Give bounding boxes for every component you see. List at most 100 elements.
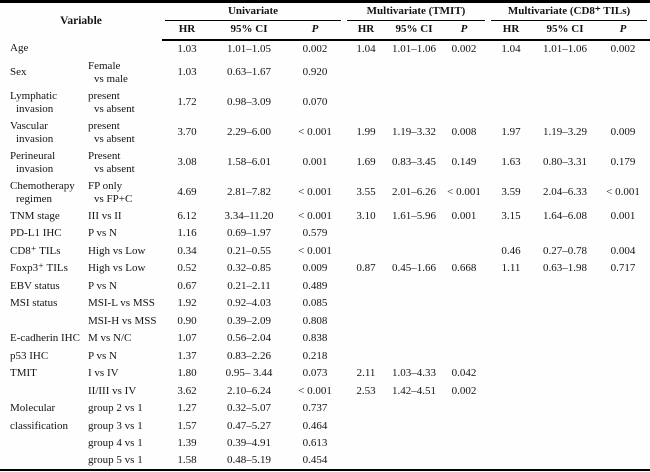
- hr-cell: [344, 278, 388, 296]
- p-cell: 0.008: [451, 126, 477, 138]
- univariate-hr-header: HR: [162, 21, 212, 41]
- p-cell: 0.001: [451, 209, 477, 222]
- cell-line: group 2 vs 1: [88, 402, 143, 415]
- variable-cell: E-cadherin IHC: [0, 330, 86, 348]
- ci-cell: 3.34–11.20: [224, 209, 274, 222]
- cell-line: present: [88, 119, 120, 132]
- group-header-multivariate-tmit: Multivariate (TMIT): [344, 2, 488, 21]
- comparison-cell: MSI-H vs MSS: [86, 313, 162, 331]
- variable-cell: PD-L1 IHC: [0, 225, 86, 243]
- ci-cell: 1.64–6.08: [543, 209, 588, 222]
- p-cell: 0.004: [610, 244, 636, 257]
- ci-cell: 0.21–0.55: [227, 244, 271, 257]
- hr-cell: [488, 383, 534, 401]
- table-row: PD-L1 IHC P vs N 1.16 0.69–1.97 0.579: [0, 225, 650, 243]
- table-row: E-cadherin IHC M vs N/C 1.07 0.56–2.04 0.838: [0, 330, 650, 348]
- cell-line: Age: [10, 42, 29, 55]
- p-cell: 0.218: [302, 349, 328, 362]
- ci-cell: [388, 418, 440, 436]
- hr-cell: [488, 88, 534, 118]
- hr-cell: [488, 225, 534, 243]
- p-cell: [596, 453, 650, 471]
- hr-cell: 1.04: [501, 42, 521, 55]
- p-cell: 0.070: [302, 96, 328, 108]
- hr-cell: [344, 295, 388, 313]
- hr-cell: 1.57: [177, 419, 197, 432]
- hr-cell: 1.37: [177, 349, 197, 362]
- hr-cell: [344, 243, 388, 261]
- p-cell: [596, 225, 650, 243]
- ci-cell: 1.03–4.33: [392, 367, 436, 380]
- ci-cell: 0.56–2.04: [227, 332, 271, 345]
- table-row: Vascular invasion present vs absent 3.70 2.29…: [0, 118, 650, 148]
- p-cell: [596, 278, 650, 296]
- table-row: II/III vs IV 3.62 2.10–6.24 < 0.001 2.53 1.42…: [0, 383, 650, 401]
- ci-cell: [534, 88, 596, 118]
- comparison-cell: II/III vs IV: [86, 383, 162, 401]
- cell-line: P vs N: [88, 279, 117, 292]
- ci-cell: [534, 313, 596, 331]
- p-cell: [440, 295, 488, 313]
- table-row: Lymphatic invasion present vs absent 1.72 0.9…: [0, 88, 650, 118]
- variable-cell: Perineural invasion: [0, 148, 86, 178]
- hr-cell: [488, 400, 534, 418]
- hr-cell: 2.53: [356, 384, 376, 397]
- hr-cell: [488, 435, 534, 453]
- hr-cell: [344, 88, 388, 118]
- comparison-cell: P vs N: [86, 225, 162, 243]
- hr-cell: 1.16: [177, 227, 197, 240]
- cell-line: Lymphatic: [10, 89, 58, 102]
- table-row: Age 1.03 1.01–1.05 0.002 1.04 1.01–1.06 0.002 1…: [0, 40, 650, 58]
- ci-cell: 2.04–6.33: [543, 186, 588, 198]
- comparison-cell: P vs N: [86, 348, 162, 366]
- cell-line: TNM stage: [10, 209, 60, 222]
- variable-cell: Molecular: [0, 400, 86, 418]
- p-cell: [596, 435, 650, 453]
- cell-line: invasion: [16, 162, 54, 175]
- hr-cell: 1.99: [356, 126, 376, 138]
- ci-cell: [388, 330, 440, 348]
- hr-cell: 0.67: [177, 279, 197, 292]
- tmit-ci-header: 95% CI: [388, 21, 440, 41]
- table-row: TMIT I vs IV 1.80 0.95– 3.44 0.073 2.11 1.03–4…: [0, 365, 650, 383]
- cell-line: vs FP+C: [94, 192, 133, 205]
- p-cell: 0.009: [610, 126, 636, 138]
- ci-cell: 2.81–7.82: [227, 186, 271, 198]
- cell-line: invasion: [16, 132, 54, 145]
- hr-cell: [344, 225, 388, 243]
- cell-line: vs absent: [94, 102, 135, 115]
- hr-cell: 1.04: [356, 42, 376, 55]
- cell-line: CD8⁺ TILs: [10, 244, 61, 257]
- ci-cell: [534, 453, 596, 471]
- ci-cell: [388, 58, 440, 88]
- hr-cell: 1.11: [501, 262, 521, 275]
- p-cell: [440, 348, 488, 366]
- p-cell: 0.454: [302, 454, 328, 467]
- univariate-p-header: P: [286, 21, 344, 41]
- hr-cell: 3.59: [501, 186, 521, 198]
- cell-line: MSI-H vs MSS: [88, 314, 157, 327]
- p-cell: 0.001: [302, 156, 328, 168]
- cell-line: Foxp3⁺ TILs: [10, 262, 68, 275]
- hr-cell: [488, 58, 534, 88]
- cell-line: vs male: [94, 72, 128, 85]
- variable-cell: Age: [0, 40, 86, 58]
- variable-cell: [0, 435, 86, 453]
- p-cell: [440, 330, 488, 348]
- univariate-ci-header: 95% CI: [212, 21, 286, 41]
- variable-cell: EBV status: [0, 278, 86, 296]
- variable-cell: TNM stage: [0, 208, 86, 226]
- cell-line: EBV status: [10, 279, 60, 292]
- comparison-cell: III vs II: [86, 208, 162, 226]
- group-header-multivariate-cd8-tils: Multivariate (CD8⁺ TILs): [488, 2, 650, 21]
- hr-cell: 4.69: [177, 186, 197, 198]
- ci-cell: 0.39–4.91: [227, 437, 271, 450]
- table-row: Perineural invasion Present vs absent 3.08 1.…: [0, 148, 650, 178]
- hr-cell: [488, 278, 534, 296]
- comparison-cell: [86, 40, 162, 58]
- comparison-cell: group 3 vs 1: [86, 418, 162, 436]
- table-row: Chemotherapy regimen FP only vs FP+C 4.69 2.8…: [0, 178, 650, 208]
- table-row: MSI-H vs MSS 0.90 0.39–2.09 0.808: [0, 313, 650, 331]
